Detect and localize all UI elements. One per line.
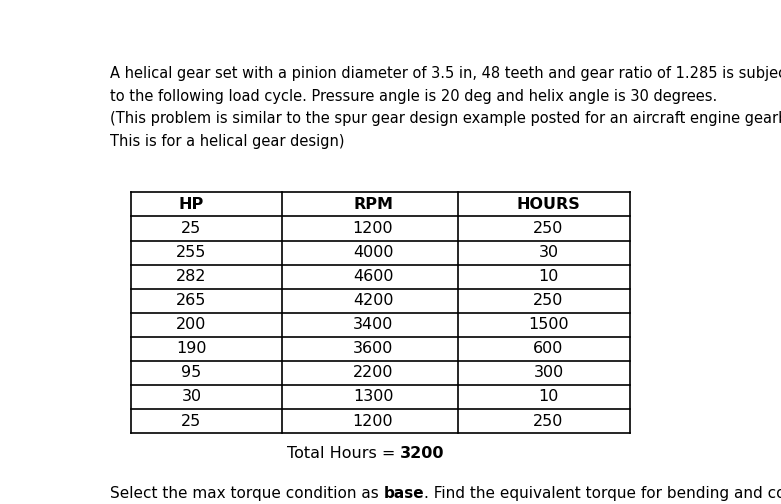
Text: base: base: [383, 486, 424, 500]
Text: 30: 30: [181, 390, 201, 404]
Text: 200: 200: [177, 317, 207, 332]
Text: 250: 250: [533, 221, 564, 236]
Text: 3600: 3600: [353, 341, 393, 356]
Text: Select the max torque condition as: Select the max torque condition as: [109, 486, 383, 500]
Text: 25: 25: [181, 221, 201, 236]
Text: 255: 255: [177, 245, 207, 260]
Text: to the following load cycle. Pressure angle is 20 deg and helix angle is 30 degr: to the following load cycle. Pressure an…: [109, 89, 717, 104]
Text: 10: 10: [538, 390, 558, 404]
Text: 95: 95: [181, 365, 201, 381]
Text: HOURS: HOURS: [517, 197, 580, 212]
Text: 3400: 3400: [353, 317, 393, 332]
Text: 1500: 1500: [528, 317, 569, 332]
Text: 4200: 4200: [353, 293, 394, 308]
Text: 10: 10: [538, 269, 558, 284]
Text: This is for a helical gear design): This is for a helical gear design): [109, 134, 344, 149]
Text: 30: 30: [538, 245, 558, 260]
Text: 600: 600: [533, 341, 564, 356]
Text: . Find the equivalent torque for bending and contact for: . Find the equivalent torque for bending…: [424, 486, 781, 500]
Text: 4000: 4000: [353, 245, 394, 260]
Text: 250: 250: [533, 293, 564, 308]
Text: 25: 25: [181, 413, 201, 428]
Text: 4600: 4600: [353, 269, 394, 284]
Text: 300: 300: [533, 365, 564, 381]
Text: RPM: RPM: [353, 197, 393, 212]
Text: Total Hours =: Total Hours =: [287, 446, 400, 461]
Text: (This problem is similar to the spur gear design example posted for an aircraft : (This problem is similar to the spur gea…: [109, 111, 781, 127]
Text: 3200: 3200: [400, 446, 444, 461]
Text: 1300: 1300: [353, 390, 394, 404]
Text: 1200: 1200: [353, 413, 394, 428]
Text: 265: 265: [177, 293, 207, 308]
Text: A helical gear set with a pinion diameter of 3.5 in, 48 teeth and gear ratio of : A helical gear set with a pinion diamete…: [109, 67, 781, 81]
Text: 190: 190: [177, 341, 207, 356]
Text: 2200: 2200: [353, 365, 394, 381]
Text: 250: 250: [533, 413, 564, 428]
Text: 1200: 1200: [353, 221, 394, 236]
Text: HP: HP: [179, 197, 204, 212]
Text: 282: 282: [177, 269, 207, 284]
